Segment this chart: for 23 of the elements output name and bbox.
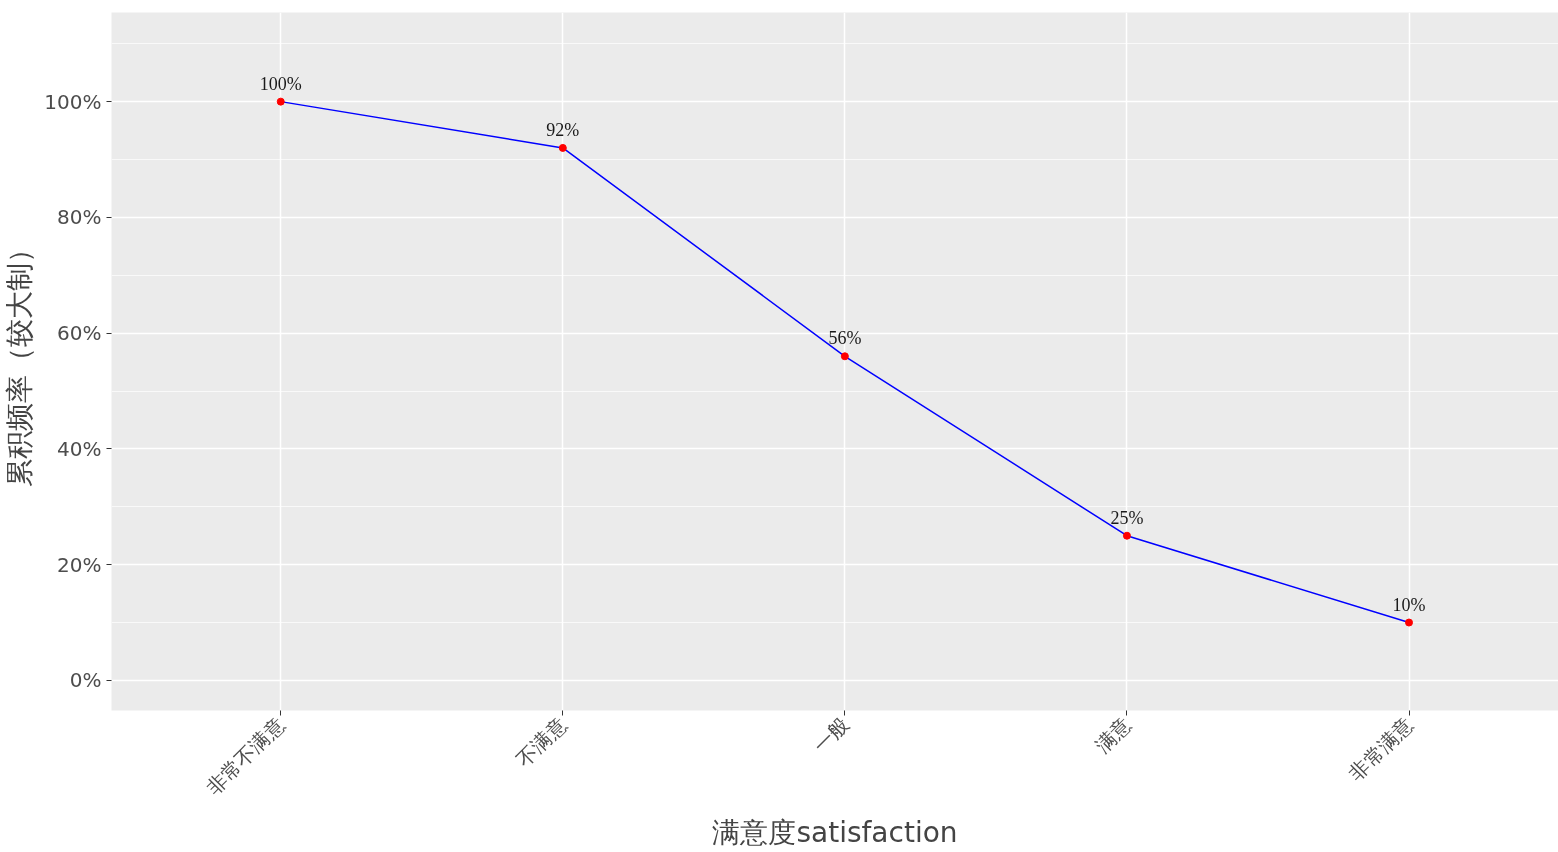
y-tick-label: 60%	[57, 321, 102, 346]
y-tick-label: 40%	[57, 436, 102, 461]
data-label: 100%	[259, 73, 302, 94]
data-label: 56%	[828, 328, 862, 349]
y-tick-label: 20%	[57, 552, 102, 577]
point	[1122, 531, 1131, 540]
point	[1405, 618, 1413, 627]
data-label: 92%	[546, 119, 580, 140]
point	[276, 97, 285, 106]
point	[558, 143, 567, 152]
y-tick-label: 100%	[44, 89, 102, 114]
y-axis-title: 累积频率（较大制）	[3, 235, 37, 488]
y-tick-label: 0%	[69, 668, 102, 693]
y-tick-label: 80%	[57, 205, 102, 230]
x-tick-label: 满意	[1090, 712, 1136, 758]
x-tick-label: 不满意	[511, 712, 572, 772]
x-axis-title: 满意度satisfaction	[712, 816, 958, 850]
data-label: 25%	[1110, 507, 1144, 528]
x-tick-label: 一般	[808, 712, 854, 758]
point	[840, 352, 849, 361]
x-tick-label: 非常不满意	[201, 712, 290, 800]
x-tick-label: 非常满意	[1343, 712, 1418, 786]
data-label: 10%	[1392, 594, 1426, 615]
